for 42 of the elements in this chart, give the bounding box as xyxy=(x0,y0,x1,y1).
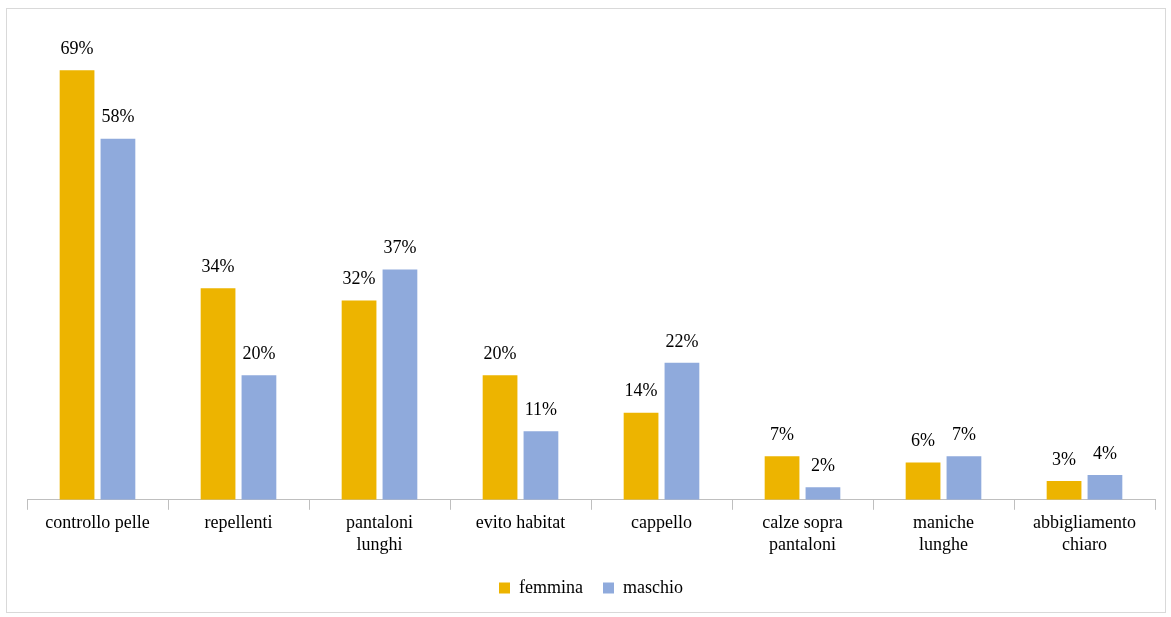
legend-label: maschio xyxy=(623,576,683,597)
data-label: 69% xyxy=(60,37,94,58)
data-label: 58% xyxy=(101,106,135,127)
bar xyxy=(764,456,800,500)
data-label: 20% xyxy=(242,343,276,364)
x-tick-label: pantaloni lunghi xyxy=(346,512,413,554)
data-label: 2% xyxy=(810,455,835,476)
x-tick-label: cappello xyxy=(631,512,692,533)
x-tick-label: controllo pelle xyxy=(45,512,150,533)
data-label: 14% xyxy=(624,380,658,401)
x-tick-label: maniche lunghe xyxy=(913,512,974,554)
x-tick-label: abbigliamento chiaro xyxy=(1033,512,1136,554)
bar xyxy=(241,375,277,500)
bar xyxy=(1087,474,1123,500)
x-tick-label: evito habitat xyxy=(475,512,566,533)
bar xyxy=(382,269,418,500)
bar xyxy=(59,70,95,500)
data-label: 37% xyxy=(383,237,417,258)
data-label: 22% xyxy=(665,330,699,351)
bar xyxy=(523,431,559,500)
data-label: 20% xyxy=(483,343,517,364)
bar xyxy=(200,288,236,500)
data-label: 6% xyxy=(911,430,936,451)
bar xyxy=(664,362,700,500)
bar xyxy=(100,138,136,500)
data-label: 7% xyxy=(951,423,976,444)
data-label: 11% xyxy=(524,399,558,420)
x-tick-label: calze sopra pantaloni xyxy=(762,512,843,554)
bar xyxy=(482,375,518,500)
bar xyxy=(341,300,377,500)
legend-label: femmina xyxy=(519,576,584,597)
bar xyxy=(623,412,659,500)
bar xyxy=(946,456,982,500)
bar xyxy=(805,487,841,500)
data-label: 7% xyxy=(770,423,795,444)
bar xyxy=(905,462,941,500)
data-label: 4% xyxy=(1092,442,1117,463)
data-label: 34% xyxy=(201,255,235,276)
x-tick-label: repellenti xyxy=(204,512,273,533)
bar xyxy=(1046,481,1082,500)
data-label: 32% xyxy=(342,268,376,289)
data-label: 3% xyxy=(1052,448,1077,469)
